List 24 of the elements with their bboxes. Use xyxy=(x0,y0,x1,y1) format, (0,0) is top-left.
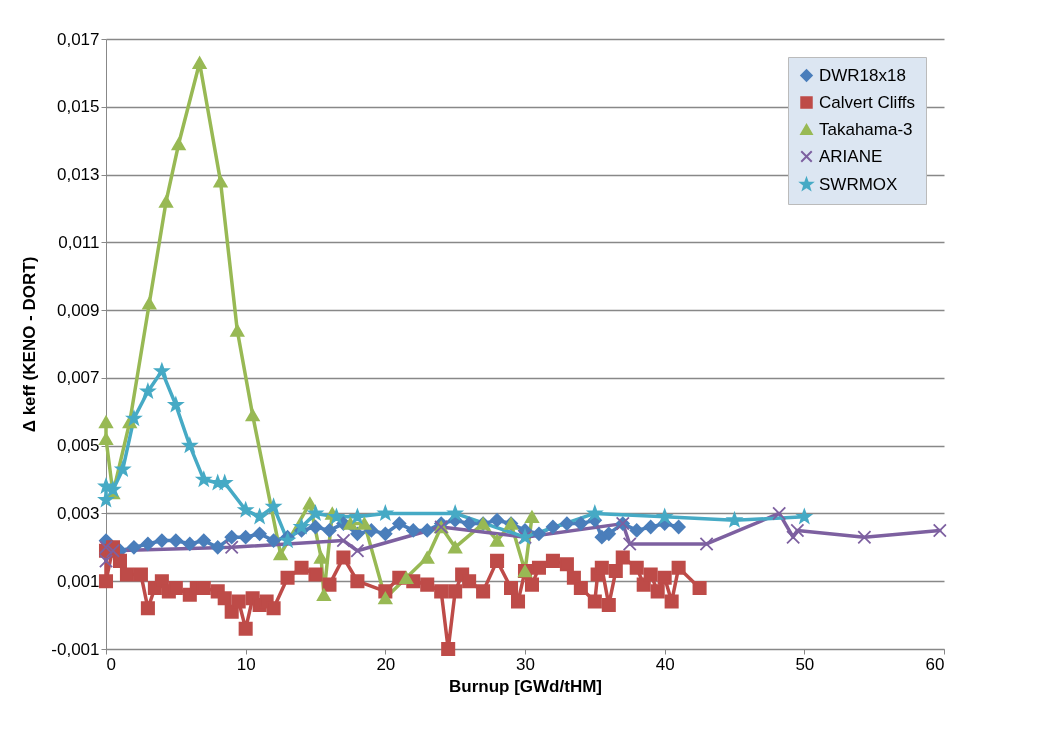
y-tick-label: 0,017 xyxy=(56,29,100,49)
x-tick-label: 40 xyxy=(655,654,675,674)
legend-label: Takahama-3 xyxy=(819,119,913,139)
x-tick-label: 10 xyxy=(236,654,256,674)
x-tick-label: 60 xyxy=(925,654,945,674)
x-tick-label: 30 xyxy=(516,654,535,674)
legend-label: DWR18x18 xyxy=(819,65,906,85)
y-tick-label: 0,013 xyxy=(56,165,100,185)
y-tick-label: 0,015 xyxy=(56,97,100,117)
legend-label: Calvert Cliffs xyxy=(819,92,916,112)
y-tick-label: 0,001 xyxy=(56,571,100,591)
y-tick-label: 0,007 xyxy=(56,368,100,388)
legend-label: ARIANE xyxy=(819,146,883,166)
x-tick-label: 0 xyxy=(106,654,116,674)
legend-label: SWRMOX xyxy=(819,174,898,194)
x-tick-label: 20 xyxy=(376,654,396,674)
y-tick-label: -0,001 xyxy=(51,639,100,659)
x-axis-title: Burnup [GWd/tHM] xyxy=(449,676,602,696)
x-tick-label: 50 xyxy=(795,654,815,674)
y-axis-title: Δ keff (KENO - DORT) xyxy=(20,256,40,433)
y-tick-label: 0,005 xyxy=(56,436,100,456)
y-tick-label: 0,009 xyxy=(56,300,100,320)
y-tick-label: 0,003 xyxy=(56,503,100,523)
y-tick-label: 0,011 xyxy=(58,232,100,252)
